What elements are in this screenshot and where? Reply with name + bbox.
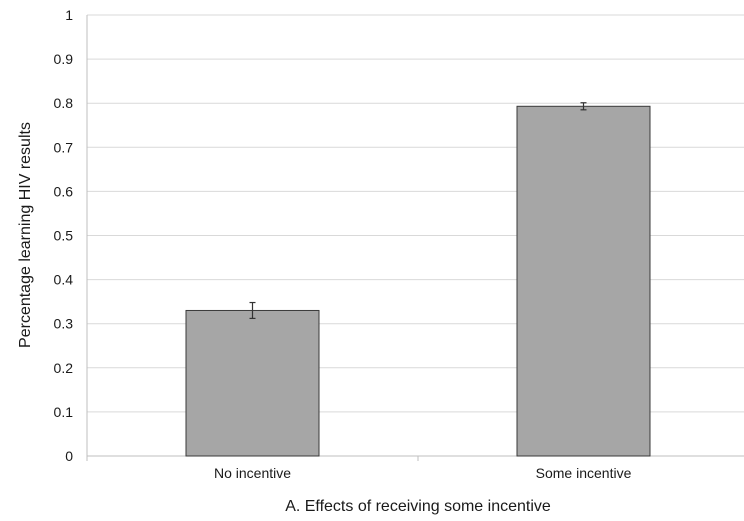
x-tick-label: No incentive [214, 465, 291, 481]
x-tick-labels: No incentive Some incentive [214, 465, 632, 481]
y-tick-label: 0.6 [54, 183, 74, 199]
y-tick-label: 0.3 [54, 316, 74, 332]
x-axis-title: A. Effects of receiving some incentive [285, 498, 551, 515]
bars [185, 102, 651, 457]
bar [185, 309, 320, 457]
y-tick-label: 0.1 [54, 404, 74, 420]
y-tick-label: 0.5 [54, 228, 74, 244]
bar [516, 105, 651, 457]
y-axis-title: Percentage learning HIV results [17, 122, 34, 348]
y-tick-label: 0.9 [54, 51, 74, 67]
y-tick-label: 0.7 [54, 139, 74, 155]
y-tick-label: 0.2 [54, 360, 74, 376]
y-tick-label: 1 [65, 7, 73, 23]
y-tick-label: 0.4 [54, 272, 74, 288]
y-tick-labels: 0 0.1 0.2 0.3 0.4 0.5 0.6 0.7 0.8 0.9 1 [54, 7, 74, 464]
y-tick-label: 0 [65, 448, 73, 464]
y-tick-label: 0.8 [54, 95, 74, 111]
x-tick-label: Some incentive [536, 465, 632, 481]
